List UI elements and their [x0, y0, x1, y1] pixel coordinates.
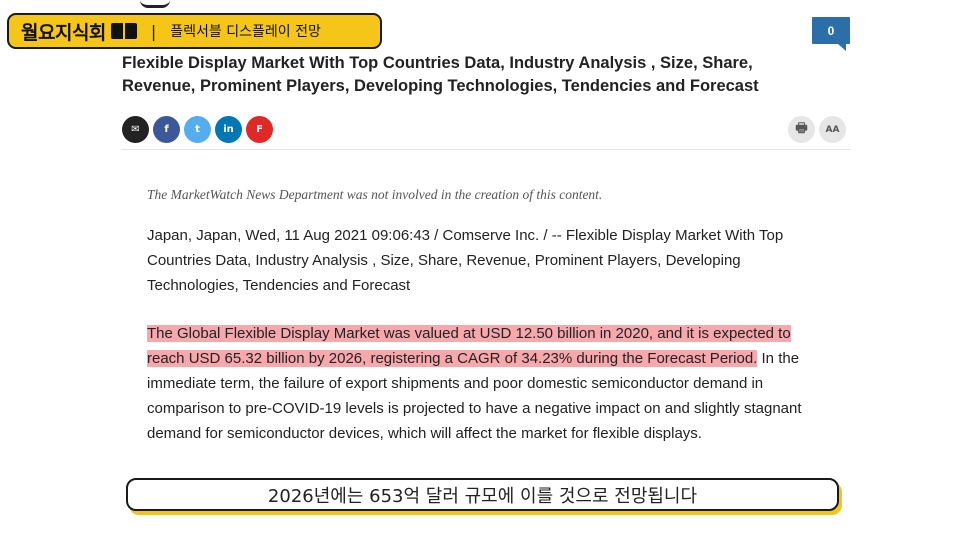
facebook-share-button[interactable]: f [153, 116, 180, 143]
flipboard-icon: F [256, 124, 263, 135]
caption-text: 2026년에는 653억 달러 규모에 이를 것으로 전망됩니다 [267, 485, 698, 507]
email-share-button[interactable]: ✉ [122, 116, 149, 143]
comment-count: 0 [827, 23, 835, 38]
email-icon: ✉ [131, 124, 140, 135]
article-disclaimer: The MarketWatch News Department was not … [147, 187, 603, 202]
article-tools: 🖶 AA [788, 116, 846, 143]
comment-count-button[interactable]: 0 [812, 17, 850, 51]
linkedin-share-button[interactable]: in [215, 116, 242, 143]
channel-banner: 월요지식회 | 플렉서블 디스플레이 전망 [7, 13, 382, 49]
banner-separator: | [150, 21, 157, 41]
twitter-icon: t [195, 124, 200, 135]
text-size-button[interactable]: AA [819, 116, 846, 143]
header-divider [122, 149, 851, 150]
linkedin-icon: in [223, 124, 234, 135]
paragraph-2-rest: In the immediate term, the failure of ex… [147, 350, 802, 442]
article-paragraph-1: Japan, Japan, Wed, 11 Aug 2021 09:06:43 … [147, 227, 784, 294]
article-paragraph-2: The Global Flexible Display Market was v… [147, 321, 817, 446]
text-size-icon: AA [825, 124, 840, 135]
print-button[interactable]: 🖶 [788, 116, 815, 143]
banner-subtitle: 플렉서블 디스플레이 전망 [170, 24, 321, 40]
highlighted-text: The Global Flexible Display Market was v… [147, 325, 791, 367]
print-icon: 🖶 [795, 120, 808, 136]
decorative-swoosh [140, 0, 170, 8]
facebook-icon: f [164, 124, 169, 135]
channel-name: 월요지식회 [21, 21, 106, 44]
flipboard-share-button[interactable]: F [246, 116, 273, 143]
subtitle-caption: 2026년에는 653억 달러 규모에 이를 것으로 전망됩니다 [126, 478, 839, 511]
share-buttons: ✉ f t in F [122, 116, 273, 143]
article-headline: Flexible Display Market With Top Countri… [122, 54, 759, 95]
book-icon [110, 21, 137, 41]
twitter-share-button[interactable]: t [184, 116, 211, 143]
